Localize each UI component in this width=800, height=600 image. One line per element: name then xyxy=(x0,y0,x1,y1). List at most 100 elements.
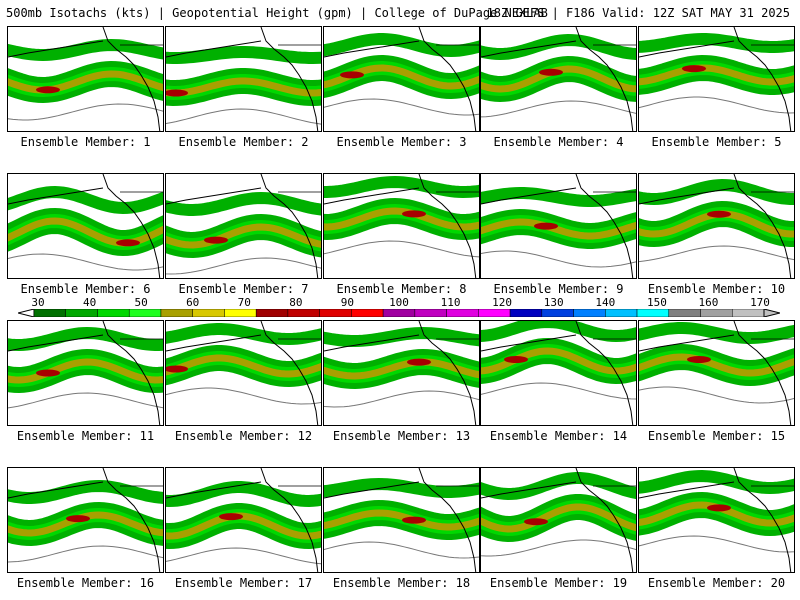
isotach-band-secondary xyxy=(8,326,163,352)
ensemble-map-panel xyxy=(323,173,480,279)
ensemble-member-label: Ensemble Member: 12 xyxy=(174,429,313,443)
coastline xyxy=(260,174,319,278)
colorbar-bin xyxy=(319,309,352,317)
ensemble-map-panel xyxy=(323,320,480,426)
colorbar-tick-label: 90 xyxy=(340,296,355,309)
ensemble-map-panel xyxy=(480,26,637,132)
colorbar-bin xyxy=(65,309,98,317)
coastline xyxy=(733,174,792,278)
isotach-band-secondary xyxy=(324,477,479,498)
coastline-north xyxy=(481,481,577,499)
ensemble-member-label: Ensemble Member: 8 xyxy=(336,282,467,296)
isotach-band-60kt xyxy=(481,347,636,375)
geopotential-height-contour xyxy=(481,250,636,268)
ensemble-map-panel xyxy=(7,467,164,573)
colorbar-bin xyxy=(668,309,701,317)
coastline xyxy=(260,468,319,572)
colorbar-tick-label: 100 xyxy=(389,296,409,309)
isotach-map xyxy=(639,27,794,131)
colorbar-tick-label: 50 xyxy=(134,296,148,309)
ensemble-member-label: Ensemble Member: 13 xyxy=(332,429,471,443)
isotach-core-70kt xyxy=(402,516,426,524)
geopotential-height-contour xyxy=(324,541,479,559)
colorbar-arrow-left xyxy=(18,309,35,317)
coastline-north xyxy=(8,187,104,205)
colorbar-bin xyxy=(732,309,765,317)
isotach-map xyxy=(481,468,636,572)
colorbar-bin xyxy=(351,309,384,317)
header-title-right: 18Z GEFS | F186 Valid: 12Z SAT MAY 31 20… xyxy=(486,6,790,20)
isotach-band-60kt xyxy=(324,509,479,531)
ensemble-map-panel xyxy=(323,26,480,132)
coastline xyxy=(102,321,161,425)
isotach-core-70kt xyxy=(707,504,731,512)
ensemble-member-label: Ensemble Member: 3 xyxy=(336,135,467,149)
colorbar-tick-label: 40 xyxy=(82,296,97,309)
colorbar-bin xyxy=(478,309,511,317)
isotach-map xyxy=(166,27,321,131)
geopotential-height-contour xyxy=(639,535,794,553)
isotach-band-secondary xyxy=(166,323,321,346)
geopotential-height-contour xyxy=(639,96,794,114)
isotach-core-70kt xyxy=(534,222,558,230)
colorbar-bin xyxy=(160,309,193,317)
isotach-band-secondary xyxy=(8,38,163,62)
coastline-north xyxy=(8,481,104,499)
colorbar-bin xyxy=(255,309,289,317)
ensemble-map-panel xyxy=(165,467,322,573)
coastline-north xyxy=(481,40,577,58)
ensemble-member-label: Ensemble Member: 19 xyxy=(489,576,628,590)
colorbar-tick-label: 160 xyxy=(698,296,719,309)
ensemble-map-panel xyxy=(7,320,164,426)
ensemble-member-label: Ensemble Member: 5 xyxy=(651,135,782,149)
isotach-map xyxy=(324,174,479,278)
geopotential-height-contour xyxy=(639,386,794,404)
ensemble-member-label: Ensemble Member: 9 xyxy=(493,282,624,296)
isotach-core-70kt xyxy=(204,236,228,244)
colorbar-tick-label: 110 xyxy=(440,296,461,309)
isotach-map xyxy=(639,174,794,278)
isotach-map xyxy=(481,174,636,278)
ensemble-member-label: Ensemble Member: 14 xyxy=(489,429,628,443)
isotach-band-60kt xyxy=(166,354,321,378)
ensemble-map-panel xyxy=(480,320,637,426)
isotach-map xyxy=(481,27,636,131)
ensemble-member-label: Ensemble Member: 11 xyxy=(16,429,155,443)
ensemble-member-label: Ensemble Member: 16 xyxy=(16,576,155,590)
ensemble-map-panel xyxy=(638,173,795,279)
coastline xyxy=(418,321,477,425)
isotach-core-70kt xyxy=(707,210,731,218)
isotach-band-secondary xyxy=(481,187,636,207)
ensemble-member-label: Ensemble Member: 6 xyxy=(20,282,151,296)
isotach-map xyxy=(166,174,321,278)
colorbar-tick-label: 170 xyxy=(750,296,770,309)
ensemble-map-panel xyxy=(638,320,795,426)
coastline-north xyxy=(166,481,262,499)
isotach-map xyxy=(8,468,163,572)
coastline xyxy=(102,174,161,278)
colorbar-tick-label: 140 xyxy=(595,296,616,309)
header-title-left: 500mb Isotachs (kts) | Geopotential Heig… xyxy=(6,6,548,20)
isotach-core-70kt xyxy=(402,210,426,218)
isotach-band-60kt xyxy=(481,218,636,240)
coastline xyxy=(260,27,319,131)
colorbar-tick-label: 60 xyxy=(186,296,200,309)
map-header: 500mb Isotachs (kts) | Geopotential Heig… xyxy=(6,6,794,20)
isotach-core-70kt xyxy=(116,239,140,247)
isotach-core-70kt xyxy=(166,365,188,373)
coastline-north xyxy=(8,334,104,352)
ensemble-member-label: Ensemble Member: 1 xyxy=(20,135,151,149)
isotach-core-70kt xyxy=(407,358,431,366)
isotach-band-60kt xyxy=(8,217,163,247)
coastline-north xyxy=(166,334,262,352)
isotach-core-70kt xyxy=(504,356,528,363)
geopotential-height-contour xyxy=(639,245,794,263)
isotach-map xyxy=(324,27,479,131)
coastline xyxy=(418,468,477,572)
isotach-band-secondary xyxy=(481,33,636,61)
isotach-band-secondary xyxy=(8,185,163,215)
coastline xyxy=(418,174,477,278)
geopotential-height-contour xyxy=(166,108,321,125)
colorbar-bin xyxy=(382,309,416,317)
ensemble-member-label: Ensemble Member: 4 xyxy=(493,135,624,149)
